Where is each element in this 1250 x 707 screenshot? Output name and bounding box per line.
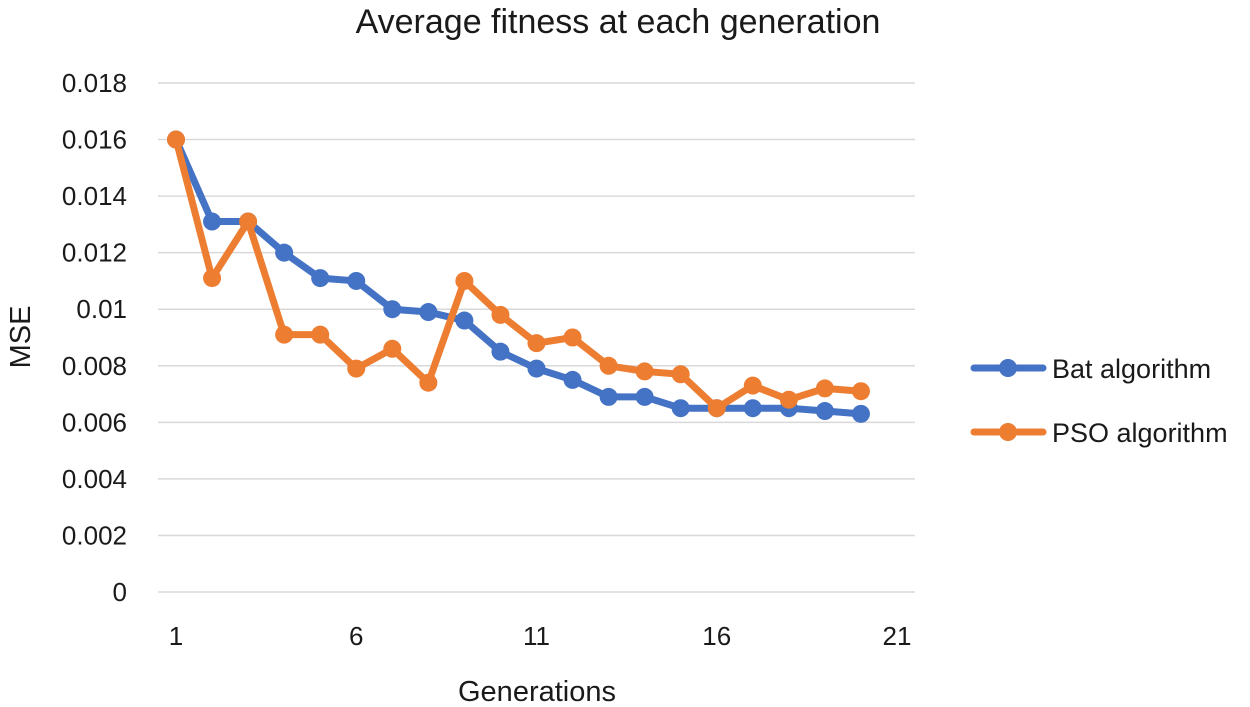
legend: Bat algorithm PSO algorithm [970, 354, 1228, 448]
data-point-pso-algorithm [779, 390, 798, 409]
data-point-pso-algorithm [167, 130, 185, 149]
legend-marker [999, 359, 1017, 377]
data-point-bat-algorithm [743, 399, 762, 418]
chart-title: Average fitness at each generation [356, 3, 881, 41]
data-point-bat-algorithm [419, 303, 438, 322]
data-point-pso-algorithm [743, 376, 762, 395]
data-point-pso-algorithm [311, 325, 330, 344]
y-axis-ticks: 0 0.002 0.004 0.006 0.008 0.01 0.012 0.014 0.016… [62, 68, 127, 607]
y-tick-label: 0.018 [62, 68, 127, 98]
x-axis-label: Generations [458, 676, 616, 707]
series-bat-algorithm [167, 130, 870, 423]
y-tick-label: 0.002 [62, 520, 127, 550]
data-point-bat-algorithm [491, 342, 510, 361]
x-axis-ticks: 1 6 11 16 21 [169, 621, 912, 651]
data-point-pso-algorithm [383, 339, 402, 358]
data-point-bat-algorithm [455, 311, 474, 330]
x-tick-label: 21 [883, 621, 912, 651]
data-point-bat-algorithm [275, 243, 294, 262]
data-point-pso-algorithm [239, 212, 258, 231]
data-point-pso-algorithm [347, 359, 366, 378]
data-point-pso-algorithm [671, 365, 690, 384]
y-tick-label: 0.016 [62, 125, 127, 155]
series-line-bat-algorithm [172, 136, 865, 418]
y-axis-label: MSE [5, 306, 37, 369]
legend-item-pso-algorithm: PSO algorithm [970, 418, 1228, 448]
legend-label: Bat algorithm [1052, 354, 1211, 384]
data-point-pso-algorithm [707, 399, 726, 418]
data-point-bat-algorithm [527, 359, 546, 378]
series-line-pso-algorithm [172, 136, 865, 412]
legend-marker [999, 423, 1017, 441]
legend-label: PSO algorithm [1052, 418, 1228, 448]
series-pso-algorithm [167, 130, 870, 418]
y-tick-label: 0.01 [76, 294, 127, 324]
data-point-pso-algorithm [815, 379, 834, 398]
data-point-pso-algorithm [203, 269, 222, 288]
x-tick-label: 11 [523, 621, 550, 651]
data-point-bat-algorithm [599, 387, 618, 406]
y-tick-label: 0.012 [62, 238, 127, 268]
data-point-bat-algorithm [671, 399, 690, 418]
y-tick-label: 0.014 [62, 181, 127, 211]
y-tick-label: 0.008 [62, 351, 127, 381]
data-point-bat-algorithm [635, 387, 654, 406]
data-point-pso-algorithm [635, 362, 654, 381]
data-point-bat-algorithm [347, 271, 366, 290]
series-group [167, 130, 870, 423]
data-point-bat-algorithm [851, 404, 870, 423]
data-point-pso-algorithm [455, 271, 474, 290]
data-point-bat-algorithm [383, 300, 402, 319]
data-point-bat-algorithm [815, 402, 834, 421]
data-point-bat-algorithm [203, 212, 222, 231]
y-tick-label: 0.004 [62, 464, 127, 494]
y-tick-label: 0 [113, 577, 127, 607]
data-point-pso-algorithm [491, 305, 510, 324]
data-point-pso-algorithm [275, 325, 294, 344]
data-point-pso-algorithm [599, 356, 618, 375]
data-point-pso-algorithm [527, 334, 546, 353]
data-point-bat-algorithm [311, 269, 330, 288]
data-point-pso-algorithm [851, 382, 870, 401]
x-tick-label: 6 [349, 621, 363, 651]
data-point-pso-algorithm [419, 373, 438, 392]
y-tick-label: 0.006 [62, 407, 127, 437]
x-tick-label: 1 [169, 621, 183, 651]
legend-item-bat-algorithm: Bat algorithm [970, 354, 1211, 384]
data-point-pso-algorithm [563, 328, 582, 347]
data-point-bat-algorithm [563, 370, 582, 389]
x-tick-label: 16 [702, 621, 731, 651]
